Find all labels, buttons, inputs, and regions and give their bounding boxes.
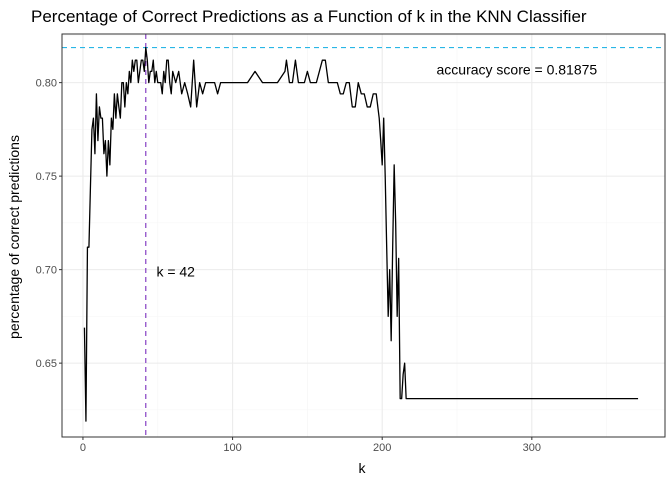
y-axis-ticks: 0.65 0.70 0.75 0.80 <box>36 78 62 370</box>
x-axis-title: k <box>359 460 367 476</box>
x-tick-label: 200 <box>373 442 391 454</box>
x-tick-label: 100 <box>223 442 241 454</box>
annotations: accuracy score = 0.81875 k = 42 <box>156 62 597 280</box>
accuracy-series-line <box>83 46 639 422</box>
chart-title: Percentage of Correct Predictions as a F… <box>31 7 587 26</box>
y-tick-label: 0.65 <box>36 358 57 370</box>
y-tick-label: 0.70 <box>36 265 57 277</box>
annotation-label: accuracy score = 0.81875 <box>437 62 598 78</box>
y-tick-label: 0.80 <box>36 78 57 90</box>
plot-panel-border <box>61 33 666 438</box>
minor-gridlines <box>62 34 665 437</box>
annotation-label: k = 42 <box>156 263 195 279</box>
plot-panel <box>62 34 665 437</box>
y-axis-title: percentage of correct predictions <box>6 135 22 339</box>
x-tick-label: 300 <box>523 442 541 454</box>
major-gridlines <box>62 34 665 437</box>
y-tick-label: 0.75 <box>36 171 57 183</box>
reference-lines <box>62 34 665 437</box>
x-axis-ticks: 0 100 200 300 <box>80 437 541 454</box>
x-tick-label: 0 <box>80 442 86 454</box>
